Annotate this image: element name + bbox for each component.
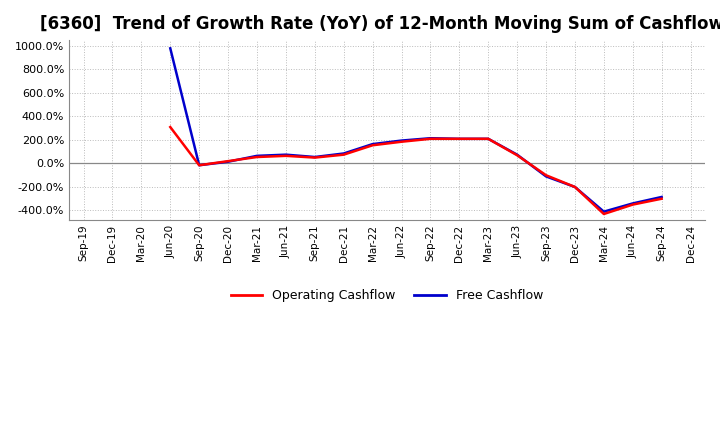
Title: [6360]  Trend of Growth Rate (YoY) of 12-Month Moving Sum of Cashflows: [6360] Trend of Growth Rate (YoY) of 12-… [40,15,720,33]
Legend: Operating Cashflow, Free Cashflow: Operating Cashflow, Free Cashflow [226,284,548,307]
